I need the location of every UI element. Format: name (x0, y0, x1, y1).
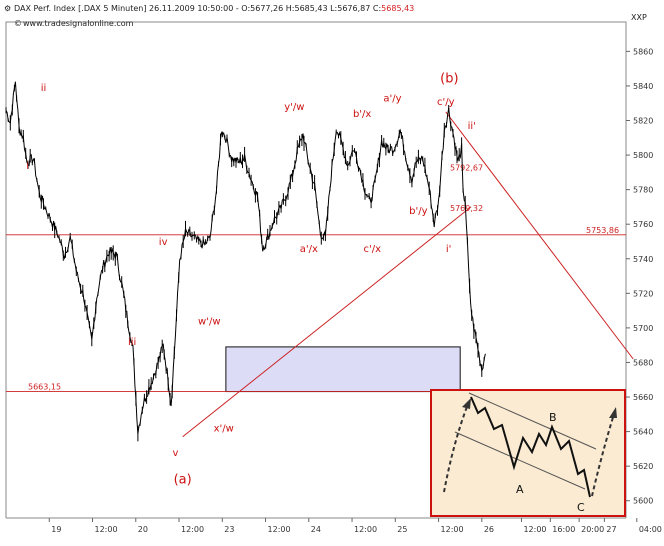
wave-label: ii (41, 83, 47, 94)
inset-arrow-out (591, 413, 615, 497)
wave-degree-label: (a) (174, 472, 192, 487)
bottom-axis-strip (0, 518, 664, 546)
axis-label-xxp: XXP (631, 13, 647, 22)
x-tick-label: 20:00 (581, 525, 604, 534)
x-tick-label: 24 (311, 525, 321, 534)
inset-label-b: B (549, 411, 557, 424)
y-tick-label: 5600 (633, 497, 653, 506)
level-lines: 5753,86 5663,15 5792,67 5769,32 (6, 164, 626, 392)
y-tick-label: 5720 (633, 289, 653, 298)
x-tick-label: 12:00 (268, 525, 291, 534)
copyright-icon: © (14, 19, 22, 28)
y-tick-label: 5620 (633, 462, 653, 471)
wave-label: i' (446, 244, 452, 255)
x-tick-label: 12:00 (354, 525, 377, 534)
wave-label: a'/y (383, 93, 401, 104)
y-tick-label: 5680 (633, 358, 653, 367)
trend-line (182, 206, 472, 438)
level-label: 5792,67 (450, 164, 483, 173)
abc-forecast-inset: A B C (430, 389, 626, 517)
price-line (5, 81, 486, 434)
wave-label: w'/w (198, 316, 220, 327)
x-tick-label: 20 (138, 525, 148, 534)
y-axis: 5600 5620 5640 5660 5680 5700 5720 5740 5760 5780… (626, 47, 653, 506)
wave-label: iii (128, 337, 136, 348)
x-tick-label: 23 (224, 525, 234, 534)
price-layer (5, 81, 486, 442)
x-tick-label: 25 (397, 525, 407, 534)
inset-label-c: C (577, 501, 585, 514)
inset-arrowhead-out (609, 407, 617, 418)
wave-label: i (26, 161, 29, 172)
inset-wave-path (470, 396, 591, 498)
y-tick-label: 5800 (633, 151, 653, 160)
y-tick-label: 5640 (633, 428, 653, 437)
source-label[interactable]: www.tradesignalonline.com (23, 19, 134, 28)
gap-layer (225, 346, 461, 393)
x-axis: 19 12:00 20 12:00 23 12:00 24 12:00 25 12:00 26 12:… (48, 518, 662, 534)
wave-label: b'/y (409, 206, 427, 217)
level-label: 5753,86 (586, 226, 619, 235)
x-tick-label: 12:00 (95, 525, 118, 534)
x-tick-label: 12:00 (441, 525, 464, 534)
inset-arrowhead-in (462, 398, 471, 409)
x-tick-label: 16:00 (552, 525, 575, 534)
x-tick-label: 12:00 (523, 525, 546, 534)
wave-label: a'/x (300, 244, 318, 255)
inset-channel-lower (454, 431, 586, 490)
inset-channel-upper (468, 392, 597, 450)
wave-label: c'/x (363, 244, 381, 255)
inset-label-a: A (516, 483, 524, 496)
y-tick-label: 5700 (633, 324, 653, 333)
y-tick-label: 5820 (633, 117, 653, 126)
x-tick-label: 27 (606, 525, 616, 534)
trend-lines (182, 111, 634, 438)
settings-icon[interactable]: ⚙ (4, 4, 11, 13)
wave-label: x'/w (214, 424, 234, 435)
y-tick-label: 5740 (633, 255, 653, 264)
wave-label: c'/y (437, 97, 455, 108)
level-label: 5769,32 (450, 204, 483, 213)
wave-labels: iiiiviiiw'/wx'/wvy'/wa'/xb'/xc'/xa'/yb'/… (26, 71, 476, 487)
wave-label: ii' (468, 121, 476, 132)
inset-arrow-in (443, 403, 469, 493)
wave-label: v (172, 448, 178, 459)
y-tick-label: 5860 (633, 47, 653, 56)
x-tick-label: 26 (484, 525, 494, 534)
x-tick-label: 19 (51, 525, 61, 534)
y-tick-label: 5660 (633, 393, 653, 402)
x-tick-label: 04:00 (639, 525, 662, 534)
trend-line (445, 111, 634, 360)
y-tick-label: 5760 (633, 220, 653, 229)
y-tick-label: 5840 (633, 82, 653, 91)
y-tick-label: 5780 (633, 186, 653, 195)
header-title: DAX Perf. Index [.DAX 5 Minuten] 26.11.2… (14, 4, 414, 13)
gap-zone (225, 346, 461, 393)
level-label: 5663,15 (28, 383, 61, 392)
inset-frame (430, 389, 626, 517)
wave-label: iv (159, 237, 168, 248)
wave-label: b'/x (353, 109, 371, 120)
wave-label: y'/w (284, 102, 304, 113)
wave-degree-label: (b) (440, 71, 458, 86)
header-last-price: 5685,43 (381, 4, 414, 13)
x-tick-label: 12:00 (181, 525, 204, 534)
